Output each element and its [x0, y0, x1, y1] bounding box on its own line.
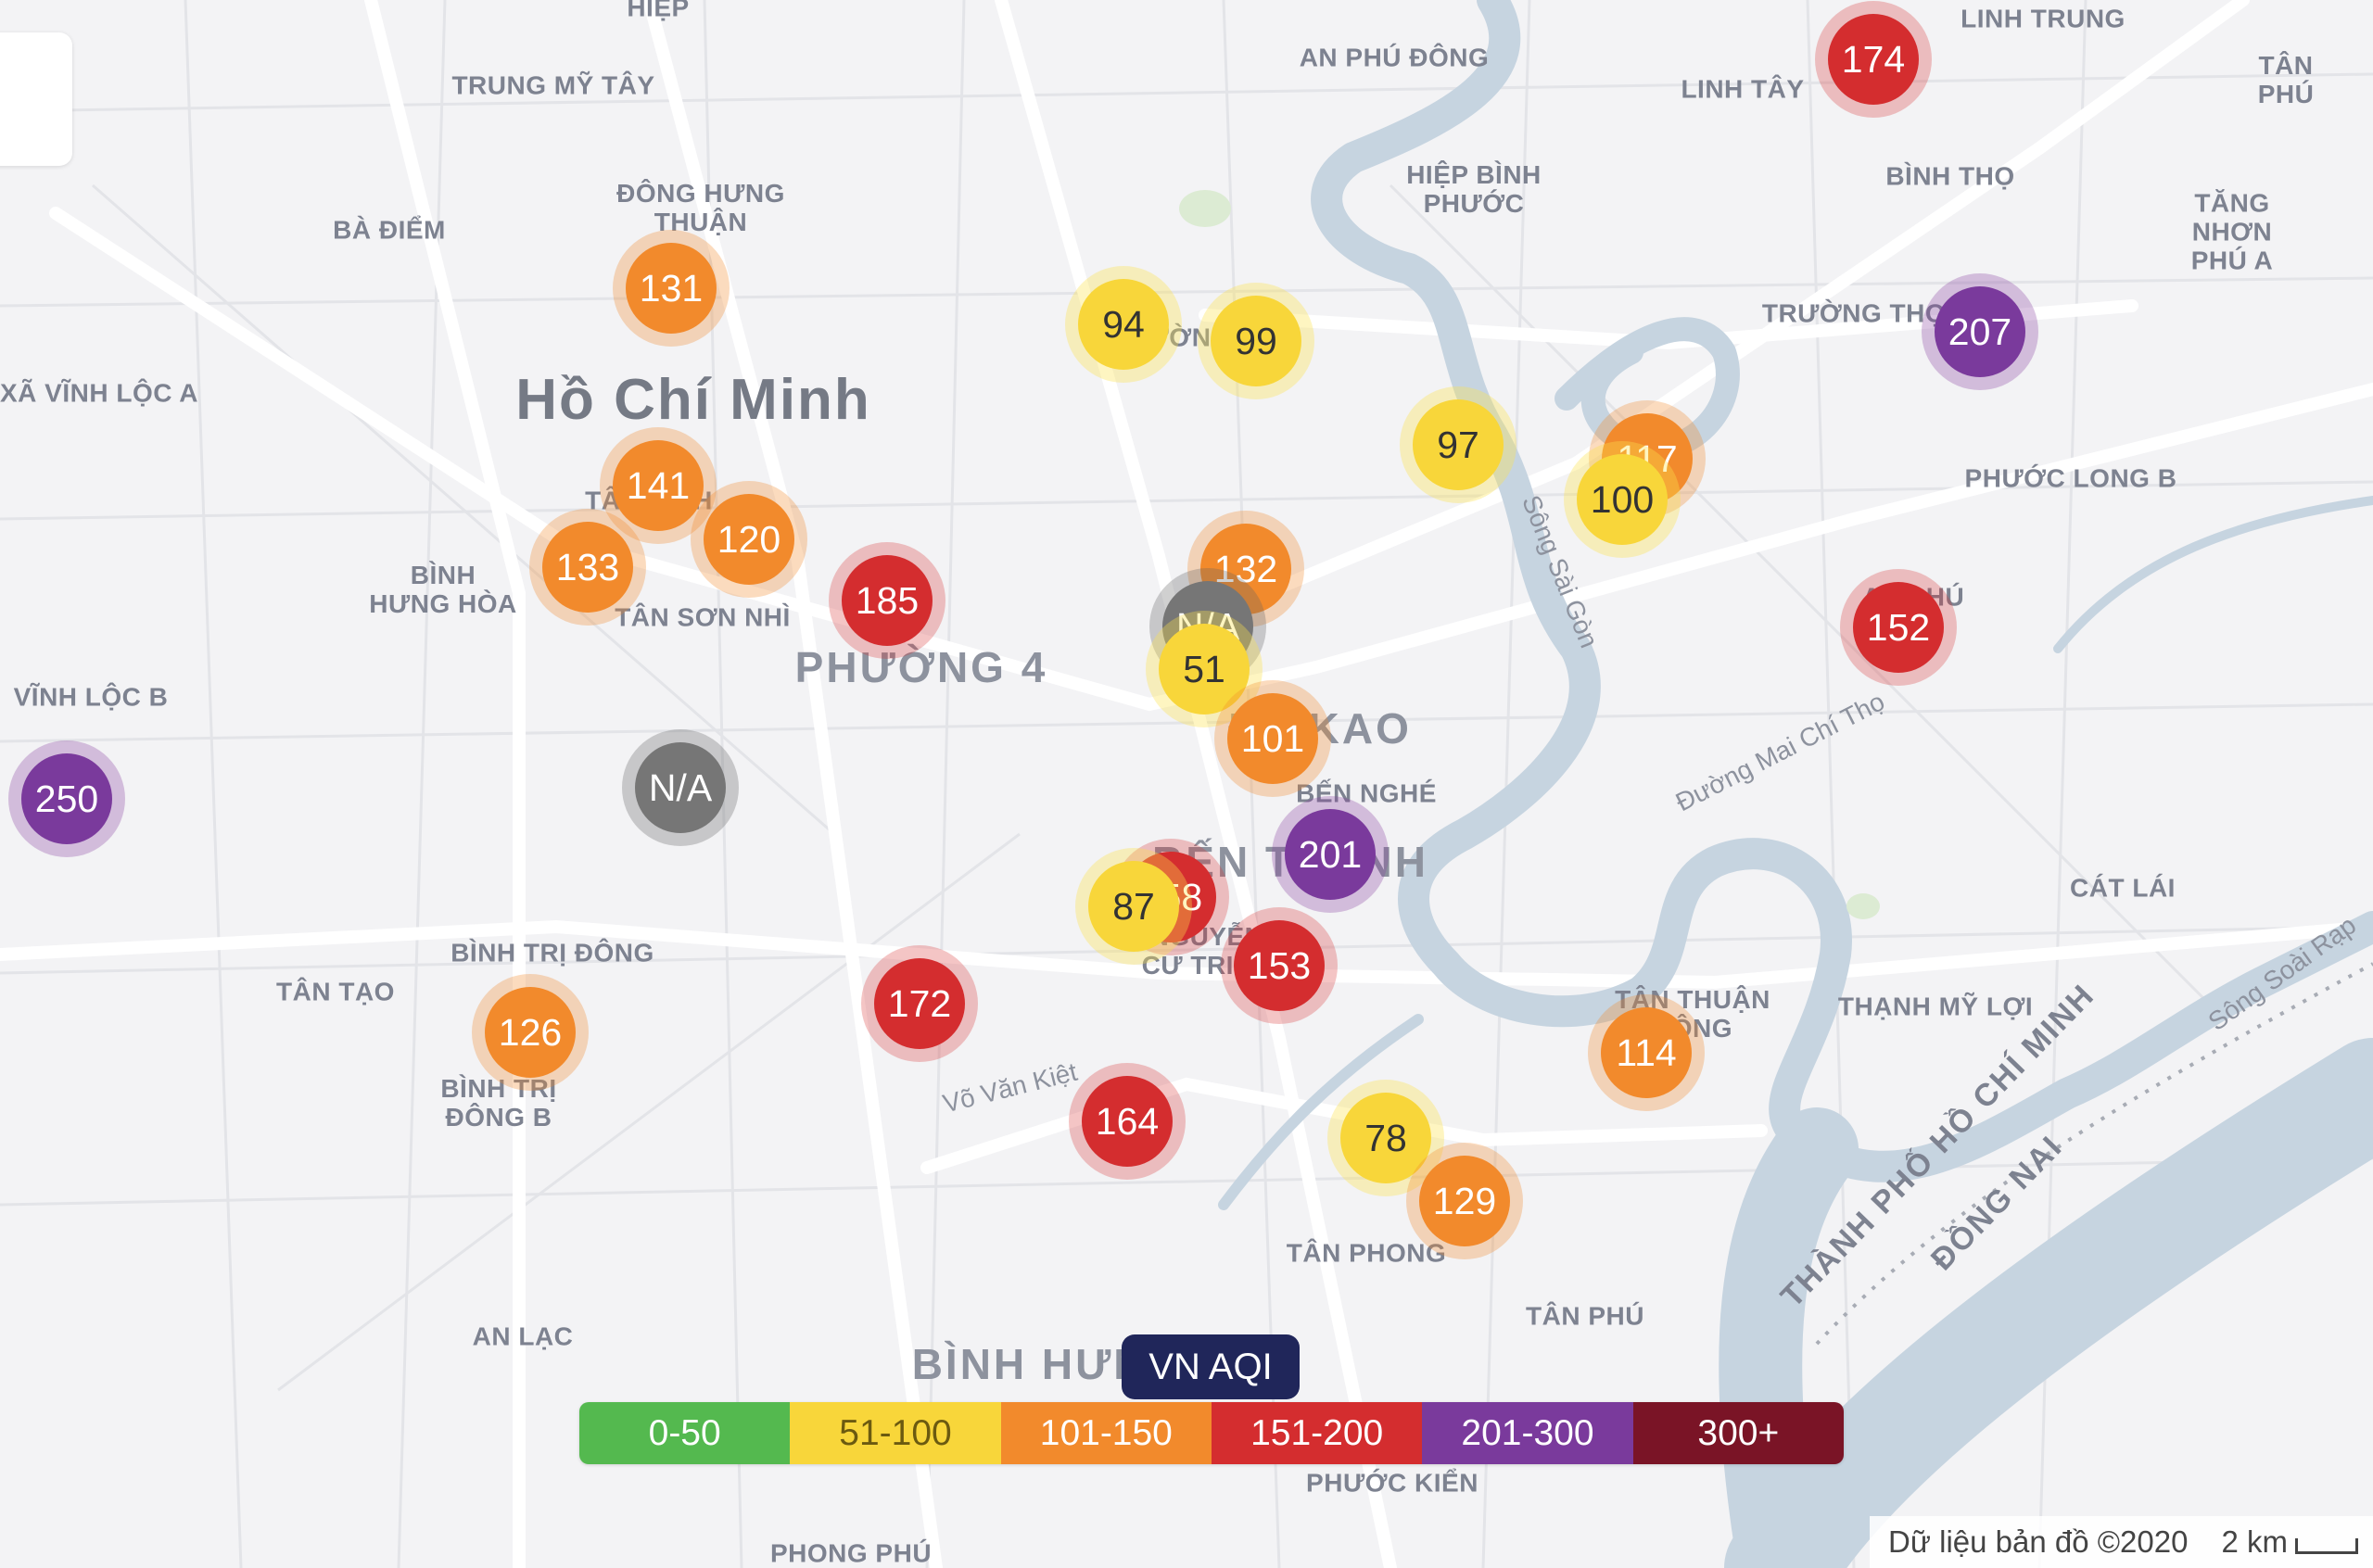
- aqi-value: 174: [1828, 14, 1919, 105]
- aqi-marker[interactable]: 51: [1146, 611, 1263, 727]
- legend-range-201-300: 201-300: [1422, 1402, 1633, 1464]
- place-label: TRUNG MỸ TÂY: [451, 70, 655, 100]
- place-label: CÁT LÁI: [2070, 873, 2176, 903]
- place-label: BÌNH HƯNG HÒA: [369, 561, 517, 618]
- place-label: PHƯỚC KIỂN: [1306, 1468, 1478, 1498]
- aqi-value: 164: [1082, 1076, 1173, 1167]
- aqi-value: 131: [626, 243, 717, 334]
- legend-range-51-100: 51-100: [790, 1402, 1001, 1464]
- aqi-marker[interactable]: 207: [1922, 273, 2038, 390]
- aqi-value: 94: [1078, 279, 1169, 370]
- aqi-marker[interactable]: 94: [1065, 266, 1182, 383]
- place-label: TRƯỜNG THỌ: [1761, 298, 1947, 328]
- aqi-marker[interactable]: 201: [1272, 796, 1389, 913]
- place-label: LINH TÂY: [1681, 74, 1805, 104]
- aqi-value: 126: [485, 987, 576, 1078]
- legend-range-151-200: 151-200: [1211, 1402, 1423, 1464]
- city-label: Hồ Chí Minh: [515, 368, 871, 432]
- aqi-value: 172: [874, 958, 965, 1049]
- aqi-value: 250: [21, 753, 112, 844]
- place-label: TÂN PHÚ: [1526, 1301, 1644, 1331]
- place-label: VĨNH LỘC B: [13, 682, 169, 712]
- aqi-marker[interactable]: 87: [1075, 848, 1192, 965]
- place-label: HIỆP BÌNH PHƯỚC: [1406, 160, 1542, 218]
- place-label: BÌNH TRỊ ĐÔNG B: [440, 1074, 557, 1132]
- legend-range-300-plus: 300+: [1632, 1402, 1844, 1464]
- aqi-marker[interactable]: 250: [8, 740, 125, 857]
- aqi-marker[interactable]: 126: [472, 974, 589, 1091]
- aqi-marker[interactable]: 114: [1588, 994, 1705, 1111]
- aqi-value: 129: [1419, 1156, 1510, 1246]
- place-label: TÂN PHÚ: [2257, 51, 2315, 108]
- place-label: TÂN PHONG: [1286, 1238, 1447, 1268]
- aqi-marker[interactable]: 97: [1400, 386, 1516, 503]
- aqi-value: 153: [1234, 920, 1325, 1011]
- aqi-marker[interactable]: 185: [829, 542, 945, 659]
- aqi-value: 101: [1227, 693, 1318, 784]
- place-label: AN LẠC: [472, 1321, 574, 1351]
- aqi-marker[interactable]: N/A: [622, 729, 739, 846]
- aqi-marker[interactable]: 100: [1564, 441, 1681, 558]
- place-label: TĂNG NHƠN PHÚ A: [2190, 188, 2274, 275]
- place-label: ĐÔNG HƯNG THUẬN: [616, 179, 785, 236]
- place-label: BÀ ĐIỂM: [333, 215, 446, 245]
- aqi-marker[interactable]: 133: [529, 509, 646, 626]
- aqi-value: 141: [613, 440, 704, 531]
- aqi-value: 100: [1577, 454, 1668, 545]
- aqi-value: 152: [1853, 582, 1944, 673]
- aqi-marker[interactable]: 172: [861, 945, 978, 1062]
- place-label: BẾN NGHÉ: [1296, 778, 1437, 808]
- legend-range-0-50: 0-50: [579, 1402, 791, 1464]
- place-label: XÃ VĨNH LỘC A: [0, 378, 198, 408]
- map-data-credit[interactable]: Dữ liệu bản đồ ©2020: [1888, 1524, 2189, 1559]
- aqi-marker[interactable]: 153: [1221, 907, 1338, 1024]
- aqi-marker[interactable]: 164: [1069, 1063, 1186, 1180]
- aqi-marker[interactable]: 152: [1840, 569, 1957, 686]
- aqi-legend: 0-50 51-100 101-150 151-200 201-300 300+: [579, 1402, 1844, 1464]
- aqi-value: 114: [1601, 1007, 1692, 1098]
- place-label: TÂN TẠO: [276, 977, 395, 1006]
- place-label: HIỆP: [627, 0, 690, 22]
- scale-bar: [2295, 1537, 2358, 1554]
- aqi-value: 120: [704, 494, 794, 585]
- aqi-value: 207: [1935, 286, 2025, 377]
- aqi-marker[interactable]: 129: [1406, 1143, 1523, 1259]
- place-label: BÌNH THỌ: [1885, 161, 2015, 191]
- aqi-marker[interactable]: 131: [613, 230, 730, 347]
- legend-range-101-150: 101-150: [1000, 1402, 1212, 1464]
- aqi-marker[interactable]: 99: [1198, 283, 1314, 399]
- aqi-value: N/A: [635, 742, 726, 833]
- place-label: PHƯỚC LONG B: [1964, 463, 2177, 493]
- aqi-value: 97: [1413, 399, 1504, 490]
- place-label: TÂN THUẬN ĐÔNG: [1615, 985, 1770, 1043]
- map-scale: 2 km: [2221, 1524, 2358, 1560]
- legend-title: VN AQI: [1122, 1334, 1300, 1399]
- place-label: PHONG PHÚ: [769, 1538, 933, 1568]
- aqi-value: 133: [542, 522, 633, 613]
- aqi-marker[interactable]: 101: [1214, 680, 1331, 797]
- aqi-marker[interactable]: 174: [1815, 1, 1932, 118]
- aqi-value: 78: [1340, 1093, 1431, 1183]
- place-label: BÌNH TRỊ ĐÔNG: [450, 938, 654, 967]
- aqi-value: 201: [1285, 809, 1376, 900]
- place-label: AN PHÚ ĐÔNG: [1299, 43, 1490, 72]
- aqi-value: 99: [1211, 296, 1301, 386]
- place-label: LINH TRUNG: [1961, 4, 2126, 33]
- map-attribution: Dữ liệu bản đồ ©2020 2 km: [1870, 1516, 2373, 1568]
- aqi-value: 87: [1088, 861, 1179, 952]
- aqi-marker[interactable]: 141: [600, 427, 717, 544]
- aqi-marker[interactable]: 120: [691, 481, 807, 598]
- place-label: TÂN SƠN NHÌ: [615, 602, 791, 632]
- place-label: THẠNH MỸ LỢI: [1837, 992, 2034, 1021]
- aqi-value: 51: [1159, 624, 1250, 714]
- scale-label: 2 km: [2221, 1524, 2288, 1559]
- aqi-value: 185: [842, 555, 933, 646]
- map-control-panel[interactable]: [0, 32, 72, 166]
- district-label: PHƯỜNG 4: [794, 643, 1048, 691]
